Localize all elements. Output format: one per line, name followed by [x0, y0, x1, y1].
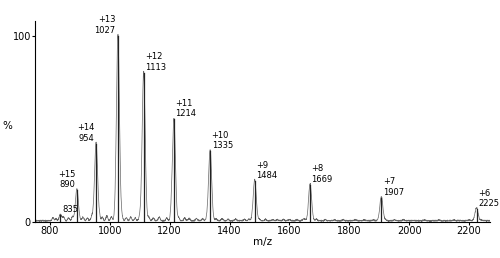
- Text: +15
890: +15 890: [58, 170, 76, 189]
- Text: +9
1484: +9 1484: [256, 160, 278, 180]
- Text: +10
1335: +10 1335: [212, 131, 233, 150]
- Text: +13
1027: +13 1027: [94, 15, 116, 35]
- Text: +7
1907: +7 1907: [383, 177, 404, 197]
- Text: +14
954: +14 954: [77, 123, 94, 143]
- Text: +11
1214: +11 1214: [176, 99, 197, 118]
- Y-axis label: %: %: [2, 121, 12, 131]
- Text: +6
2225: +6 2225: [478, 189, 499, 208]
- X-axis label: m/z: m/z: [253, 237, 272, 247]
- Text: +12
1113: +12 1113: [145, 52, 167, 72]
- Text: +8
1669: +8 1669: [312, 164, 333, 184]
- Text: 835: 835: [62, 205, 78, 214]
